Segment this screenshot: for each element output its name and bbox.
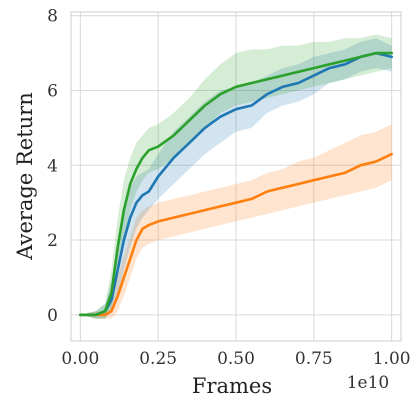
series-1-line [79,152,394,317]
series-0-line [79,51,394,317]
x-tick-label: 1.00 [373,349,411,369]
y-tick-labels: 0 2 4 6 8 [47,7,58,326]
series-1-band [80,124,392,319]
plot-frame [70,11,402,342]
x-axis-offset-label: 1e10 [347,373,390,393]
y-axis-label: Average Return [13,92,37,260]
y-tick-label: 4 [47,156,58,176]
x-tick-labels: 0.00 0.25 0.50 0.75 1.00 [61,349,410,369]
y-tick-label: 6 [47,82,58,102]
x-tick-label: 0.50 [217,349,255,369]
y-tick-label: 8 [47,7,58,27]
x-tick-label: 0.75 [295,349,333,369]
x-tick-label: 0.00 [61,349,99,369]
y-tick-label: 0 [47,306,58,326]
y-tick-label: 2 [47,231,58,251]
x-tick-label: 0.25 [139,349,177,369]
series-lines [79,51,394,317]
series-2-line [79,51,394,317]
x-axis-label: Frames [192,374,272,398]
